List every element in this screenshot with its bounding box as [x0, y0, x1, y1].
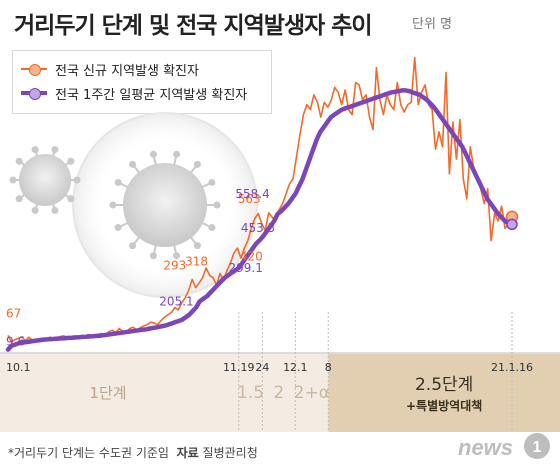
x-tick-label: 11.19 — [223, 361, 255, 374]
stage-label: 2+α — [294, 383, 330, 403]
legend: 전국 신규 지역발생 확진자 전국 1주간 일평균 지역발생 확진자 — [12, 50, 272, 114]
series-line-avg — [5, 88, 515, 352]
data-label: 299.1 — [229, 261, 263, 275]
legend-item-daily: 전국 신규 지역발생 확진자 — [21, 59, 199, 79]
stage-sublabel: +특별방역대책 — [406, 398, 482, 413]
x-tick-label: 24 — [255, 361, 269, 374]
x-tick-label: 10.1 — [6, 361, 31, 374]
stage-band — [295, 354, 329, 432]
footnote-note: *거리두기 단계는 수도권 기준임 — [8, 446, 169, 460]
data-label: 420 — [240, 249, 263, 263]
data-label: 558.4 — [235, 187, 269, 201]
data-label: 9.6 — [6, 335, 25, 349]
legend-item-avg: 전국 1주간 일평균 지역발생 확진자 — [21, 83, 247, 103]
stage-label: 2.5단계 — [415, 375, 473, 395]
source-text: 질병관리청 — [202, 446, 258, 460]
legend-swatch-daily — [21, 63, 47, 76]
unit-label: 단위 명 — [412, 17, 453, 32]
x-tick-label: 8 — [325, 361, 332, 374]
data-label: 516.1 — [536, 0, 560, 4]
virus-small-icon — [9, 146, 81, 214]
virus-illustration-icon — [72, 112, 258, 298]
chart-title: 거리두기 단계 및 전국 지역발생자 추이 — [14, 13, 373, 39]
svg-text:1: 1 — [533, 439, 542, 456]
x-tick-label: 21.1.16 — [491, 361, 533, 374]
stage-band — [0, 354, 239, 432]
x-tick-label: 12.1 — [283, 361, 308, 374]
stage-band — [328, 354, 560, 432]
data-label: 318 — [185, 254, 208, 268]
legend-label-avg: 전국 1주간 일평균 지역발생 확진자 — [55, 87, 248, 103]
source-label: 자료 — [176, 446, 199, 460]
data-label: 205.1 — [159, 294, 193, 308]
stage-band — [238, 354, 263, 432]
stage-label: 1.5 — [237, 383, 264, 403]
svg-text:news: news — [458, 435, 513, 460]
end-marker-avg — [506, 218, 518, 231]
data-label: 563 — [238, 192, 261, 206]
stage-band — [262, 354, 296, 432]
footnote: *거리두기 단계는 수도권 기준임 자료 질병관리청 — [8, 444, 258, 461]
data-label: 453.3 — [241, 221, 275, 235]
legend-swatch-avg — [21, 87, 47, 100]
data-label: 67 — [6, 306, 21, 320]
data-label: 547 — [539, 0, 560, 4]
stage-label: 2 — [273, 383, 284, 403]
legend-label-daily: 전국 신규 지역발생 확진자 — [55, 63, 199, 79]
data-label: 293 — [163, 259, 186, 273]
stage-label: 1단계 — [89, 384, 126, 402]
news1-logo: news 1 — [458, 433, 550, 460]
